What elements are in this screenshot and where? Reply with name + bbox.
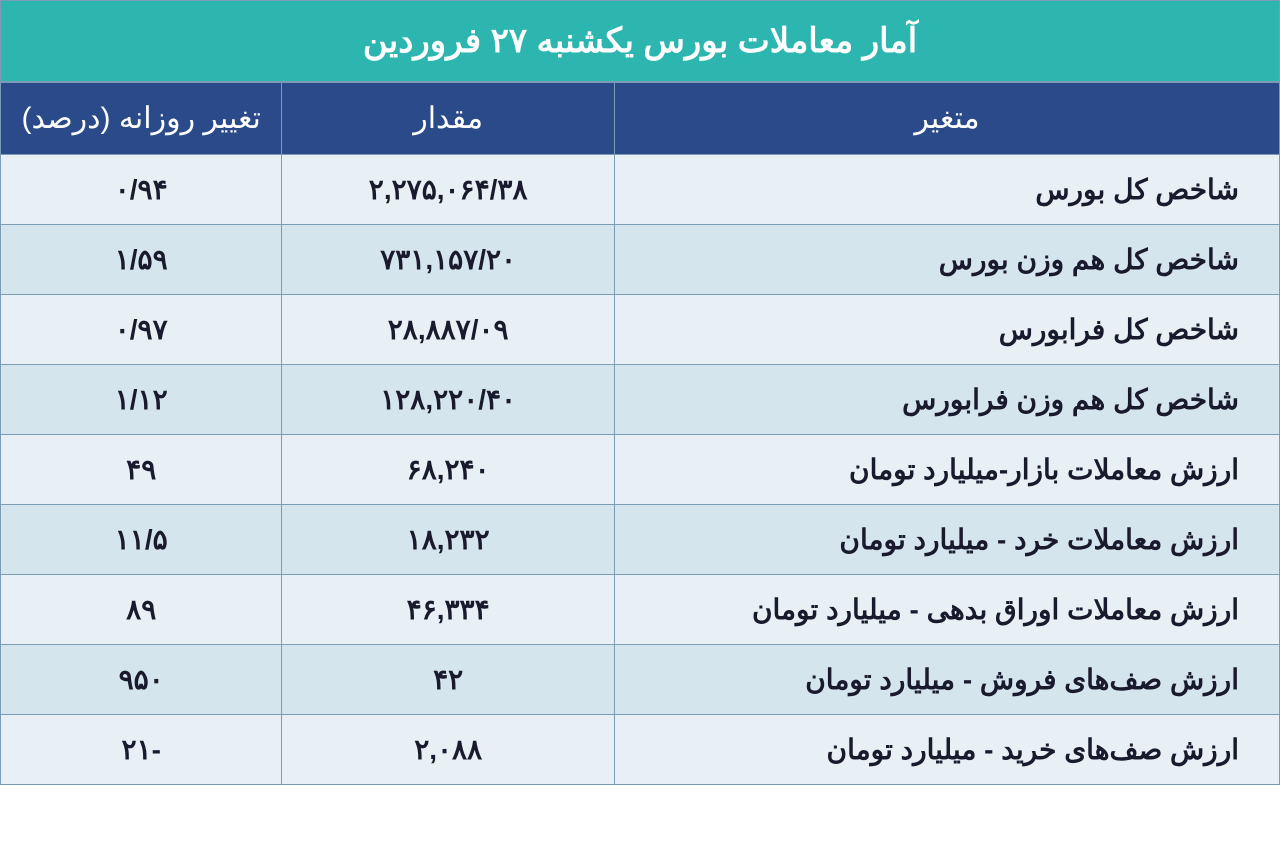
cell-value: ۲۸,۸۸۷/۰۹: [282, 295, 615, 365]
cell-value: ۷۳۱,۱۵۷/۲۰: [282, 225, 615, 295]
cell-value: ۴۲: [282, 645, 615, 715]
cell-change: ۰/۹۷: [1, 295, 282, 365]
cell-variable: شاخص کل هم وزن فرابورس: [614, 365, 1279, 435]
cell-change: ۱/۱۲: [1, 365, 282, 435]
cell-value: ۲,۰۸۸: [282, 715, 615, 785]
cell-value: ۴۶,۳۳۴: [282, 575, 615, 645]
table-row: شاخص کل هم وزن بورس۷۳۱,۱۵۷/۲۰۱/۵۹: [1, 225, 1280, 295]
table-row: شاخص کل هم وزن فرابورس۱۲۸,۲۲۰/۴۰۱/۱۲: [1, 365, 1280, 435]
table-row: شاخص کل بورس۲,۲۷۵,۰۶۴/۳۸۰/۹۴: [1, 155, 1280, 225]
table-row: ارزش معاملات بازار-میلیارد تومان۶۸,۲۴۰۴۹: [1, 435, 1280, 505]
cell-change: ۰/۹۴: [1, 155, 282, 225]
cell-value: ۱۲۸,۲۲۰/۴۰: [282, 365, 615, 435]
cell-value: ۶۸,۲۴۰: [282, 435, 615, 505]
cell-variable: ارزش صف‌های فروش - میلیارد تومان: [614, 645, 1279, 715]
header-change: تغییر روزانه (درصد): [1, 83, 282, 155]
cell-change: ۴۹: [1, 435, 282, 505]
cell-value: ۲,۲۷۵,۰۶۴/۳۸: [282, 155, 615, 225]
table-title: آمار معاملات بورس یکشنبه ۲۷ فروردین: [0, 0, 1280, 82]
data-table: متغیر مقدار تغییر روزانه (درصد) شاخص کل …: [0, 82, 1280, 785]
cell-value: ۱۸,۲۳۲: [282, 505, 615, 575]
table-row: شاخص کل فرابورس۲۸,۸۸۷/۰۹۰/۹۷: [1, 295, 1280, 365]
table-row: ارزش معاملات خرد - میلیارد تومان۱۸,۲۳۲۱۱…: [1, 505, 1280, 575]
cell-variable: ارزش معاملات خرد - میلیارد تومان: [614, 505, 1279, 575]
header-variable: متغیر: [614, 83, 1279, 155]
table-row: ارزش معاملات اوراق بدهی - میلیارد تومان۴…: [1, 575, 1280, 645]
header-row: متغیر مقدار تغییر روزانه (درصد): [1, 83, 1280, 155]
header-value: مقدار: [282, 83, 615, 155]
cell-variable: شاخص کل هم وزن بورس: [614, 225, 1279, 295]
table-row: ارزش صف‌های خرید - میلیارد تومان۲,۰۸۸-۲۱: [1, 715, 1280, 785]
cell-change: ۱۱/۵: [1, 505, 282, 575]
table-row: ارزش صف‌های فروش - میلیارد تومان۴۲۹۵۰: [1, 645, 1280, 715]
cell-variable: شاخص کل فرابورس: [614, 295, 1279, 365]
cell-change: ۸۹: [1, 575, 282, 645]
cell-variable: ارزش صف‌های خرید - میلیارد تومان: [614, 715, 1279, 785]
cell-variable: شاخص کل بورس: [614, 155, 1279, 225]
cell-change: -۲۱: [1, 715, 282, 785]
stock-stats-table: آمار معاملات بورس یکشنبه ۲۷ فروردین متغی…: [0, 0, 1280, 850]
cell-change: ۱/۵۹: [1, 225, 282, 295]
cell-change: ۹۵۰: [1, 645, 282, 715]
cell-variable: ارزش معاملات اوراق بدهی - میلیارد تومان: [614, 575, 1279, 645]
cell-variable: ارزش معاملات بازار-میلیارد تومان: [614, 435, 1279, 505]
